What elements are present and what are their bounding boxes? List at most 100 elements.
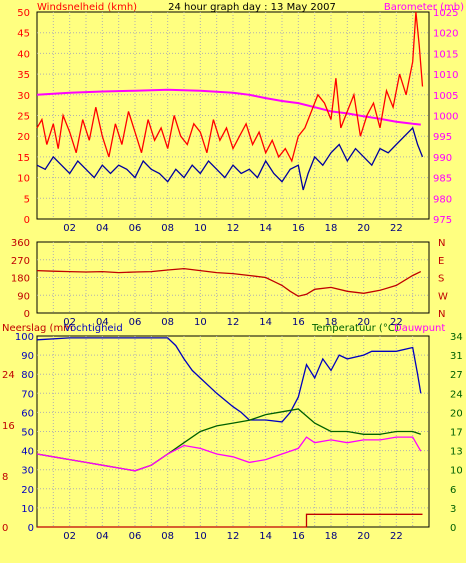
barometer-tick-label: 980 xyxy=(433,194,452,205)
barometer-tick-label: 1000 xyxy=(433,112,458,123)
temperature-tick-label: 3 xyxy=(450,504,456,515)
barometer-tick-label: 990 xyxy=(433,153,452,164)
rain-series-line xyxy=(37,513,423,528)
barometer-tick-label: 1005 xyxy=(433,91,458,102)
x-tick-label: 16 xyxy=(292,317,305,328)
compass-label: S xyxy=(438,274,444,285)
rain-axis-title: Neerslag (mm xyxy=(2,323,73,334)
x-tick-label: 06 xyxy=(129,317,142,328)
x-tick-label: 08 xyxy=(161,531,174,542)
wind-tick-label: 25 xyxy=(17,112,30,123)
humidity-series-line xyxy=(36,337,422,423)
x-tick-label: 22 xyxy=(390,531,403,542)
dewpoint-series-line xyxy=(36,436,422,472)
wind-tick-label: 45 xyxy=(17,29,30,40)
wind-tick-label: 15 xyxy=(17,153,30,164)
x-tick-label: 14 xyxy=(259,531,272,542)
x-tick-label: 20 xyxy=(357,223,370,234)
x-tick-label: 18 xyxy=(325,531,338,542)
direction-tick-label: 360 xyxy=(11,238,30,249)
x-tick-label: 22 xyxy=(390,317,403,328)
wind-tick-label: 20 xyxy=(17,132,30,143)
wind-series-line xyxy=(36,11,424,163)
rain-tick-label: 0 xyxy=(2,523,8,534)
barometer-tick-label: 985 xyxy=(433,174,452,185)
x-tick-label: 18 xyxy=(325,223,338,234)
barometer-axis-title: Barometer (mb) xyxy=(384,2,464,13)
dewpoint-axis-title: Dauwpunt xyxy=(394,323,445,334)
x-tick-label: 10 xyxy=(194,317,207,328)
wind-tick-label: 40 xyxy=(17,49,30,60)
wind-tick-label: 0 xyxy=(24,215,30,226)
x-tick-label: 10 xyxy=(194,223,207,234)
x-tick-label: 22 xyxy=(390,223,403,234)
rain-tick-label: 24 xyxy=(2,370,15,381)
direction-tick-label: 270 xyxy=(11,256,30,267)
humidity-tick-label: 60 xyxy=(21,408,34,419)
barometer-tick-label: 1025 xyxy=(433,8,458,19)
barometer-tick-label: 1015 xyxy=(433,49,458,60)
grid-lines xyxy=(37,12,429,527)
x-tick-label: 08 xyxy=(161,223,174,234)
wind-tick-label: 10 xyxy=(17,174,30,185)
chart-title: 24 hour graph day : 13 May 2007 xyxy=(168,2,336,13)
x-tick-label: 12 xyxy=(227,317,240,328)
humidity-tick-label: 20 xyxy=(21,485,34,496)
wind-tick-label: 35 xyxy=(17,70,30,81)
humidity-axis-title: Vochtigheid xyxy=(64,323,123,334)
wind-series-line xyxy=(36,126,424,191)
x-tick-label: 02 xyxy=(63,317,76,328)
x-tick-label: 16 xyxy=(292,531,305,542)
x-tick-label: 04 xyxy=(96,531,109,542)
x-tick-label: 06 xyxy=(129,223,142,234)
x-tick-label: 20 xyxy=(357,317,370,328)
wind-series-line xyxy=(36,88,421,126)
temperature-tick-label: 27 xyxy=(450,370,463,381)
x-tick-label: 04 xyxy=(96,317,109,328)
x-tick-label: 02 xyxy=(63,223,76,234)
compass-label: N xyxy=(438,238,445,249)
temperature-tick-label: 13 xyxy=(450,447,463,458)
temperature-tick-label: 0 xyxy=(450,523,456,534)
barometer-tick-label: 975 xyxy=(433,215,452,226)
humidity-tick-label: 90 xyxy=(21,351,34,362)
temperature-tick-label: 24 xyxy=(450,389,463,400)
barometer-tick-label: 1010 xyxy=(433,70,458,81)
wind-tick-label: 50 xyxy=(17,8,30,19)
compass-label: E xyxy=(438,256,444,267)
humidity-tick-label: 100 xyxy=(15,332,34,343)
temperature-axis-title: Temperatuur (°C) xyxy=(311,323,399,334)
humidity-tick-label: 30 xyxy=(21,466,34,477)
x-tick-label: 14 xyxy=(259,223,272,234)
humidity-tick-label: 0 xyxy=(28,523,34,534)
x-tick-label: 10 xyxy=(194,531,207,542)
humidity-tick-label: 10 xyxy=(21,504,34,515)
direction-tick-label: 0 xyxy=(24,309,30,320)
rain-tick-label: 16 xyxy=(2,421,15,432)
x-tick-label: 12 xyxy=(227,531,240,542)
series-layer xyxy=(36,11,424,528)
x-tick-label: 16 xyxy=(292,223,305,234)
x-tick-label: 04 xyxy=(96,223,109,234)
humidity-tick-label: 80 xyxy=(21,370,34,381)
temperature-tick-label: 20 xyxy=(450,408,463,419)
temperature-tick-label: 6 xyxy=(450,485,456,496)
temperature-tick-label: 10 xyxy=(450,466,463,477)
barometer-tick-label: 995 xyxy=(433,132,452,143)
humidity-tick-label: 70 xyxy=(21,389,34,400)
x-tick-label: 18 xyxy=(325,317,338,328)
temperature-tick-label: 34 xyxy=(450,332,463,343)
x-tick-label: 06 xyxy=(129,531,142,542)
wind-tick-label: 5 xyxy=(24,194,30,205)
barometer-tick-label: 1020 xyxy=(433,29,458,40)
direction-tick-label: 90 xyxy=(17,291,30,302)
humidity-tick-label: 40 xyxy=(21,447,34,458)
humidity-tick-label: 50 xyxy=(21,428,34,439)
compass-label: N xyxy=(438,309,445,320)
direction-series-line xyxy=(36,267,422,297)
x-tick-label: 14 xyxy=(259,317,272,328)
x-tick-label: 20 xyxy=(357,531,370,542)
x-tick-label: 12 xyxy=(227,223,240,234)
